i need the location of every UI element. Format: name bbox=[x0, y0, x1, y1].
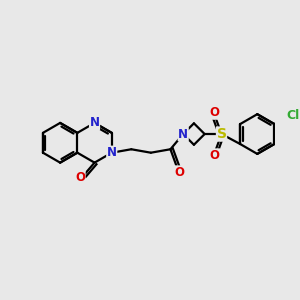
Text: N: N bbox=[178, 128, 188, 140]
Text: O: O bbox=[210, 149, 220, 162]
Text: Cl: Cl bbox=[286, 109, 299, 122]
Text: O: O bbox=[174, 166, 184, 179]
Text: O: O bbox=[210, 106, 220, 119]
Text: O: O bbox=[75, 171, 85, 184]
Text: N: N bbox=[107, 146, 117, 159]
Text: N: N bbox=[89, 116, 100, 129]
Text: S: S bbox=[217, 127, 226, 141]
